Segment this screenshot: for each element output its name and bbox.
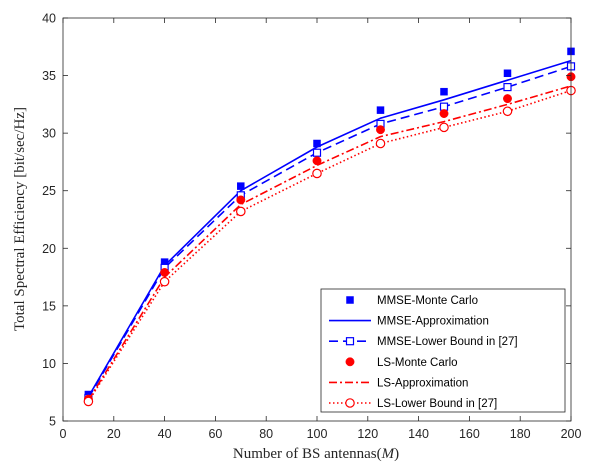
x-tick-label-3: 60: [208, 427, 222, 441]
x-tick-label-9: 180: [510, 427, 531, 441]
x-tick-label-4: 80: [259, 427, 273, 441]
data-point-3-3: [312, 156, 322, 166]
data-point-2-5: [439, 102, 449, 111]
legend-marker-5: [345, 398, 355, 408]
y-tick-label-0: 5: [49, 415, 56, 429]
legend-entry-1: MMSE-Approximation: [329, 316, 489, 328]
legend-marker-0: [346, 296, 354, 304]
x-tick-label-0: 0: [60, 427, 67, 441]
y-tick-label-2: 15: [42, 299, 56, 313]
data-point-2-6: [503, 82, 512, 92]
legend-marker-2: [345, 337, 355, 346]
data-point-0-5: [440, 87, 448, 96]
series-1: [87, 59, 572, 398]
x-tick-label-8: 160: [459, 427, 480, 441]
legend-marker-3: [345, 357, 355, 367]
data-point-3-2: [236, 195, 246, 205]
x-tick-label-2: 40: [158, 427, 172, 441]
series-line-1: [87, 59, 572, 398]
data-point-3-6: [503, 94, 512, 104]
x-tick-label-10: 200: [561, 427, 582, 441]
legend-label-3: LS-Monte Carlo: [377, 357, 458, 369]
series-line-4: [87, 85, 572, 401]
y-tick-label-7: 40: [42, 12, 56, 26]
data-point-0-2: [237, 182, 245, 190]
x-axis-title-text: Number of BS antennas(: [233, 446, 382, 462]
series-4: [87, 85, 572, 401]
legend-entry-3: LS-Monte Carlo: [345, 357, 458, 369]
series-layer: [83, 47, 576, 407]
x-tick-label-6: 120: [357, 427, 378, 441]
ticks-layer: 0 20 40 60 80 100 120 140 160 180 200 5 10 15 20 25 30 35…: [42, 12, 581, 442]
x-axis-title-close: ): [394, 446, 399, 462]
legend-entry-0: MMSE-Monte Carlo: [346, 295, 478, 307]
legend-label-0: MMSE-Monte Carlo: [377, 295, 478, 307]
x-axis-title: Number of BS antennas(M): [233, 446, 399, 462]
data-point-3-4: [376, 125, 385, 135]
x-tick-label-1: 20: [107, 427, 121, 441]
legend-box: [320, 288, 566, 413]
data-point-3-1: [160, 268, 170, 277]
y-tick-label-3: 20: [42, 242, 56, 256]
y-tick-label-5: 30: [42, 127, 56, 141]
legend-entry-2: MMSE-Lower Bound in [27]: [329, 336, 518, 348]
data-point-5-0: [83, 396, 94, 407]
data-point-0-6: [503, 69, 512, 78]
series-5: [83, 85, 576, 407]
data-point-2-3: [312, 148, 322, 157]
legend-label-4: LS-Approximation: [377, 377, 468, 389]
data-point-5-2: [236, 206, 246, 217]
x-tick-label-5: 100: [307, 427, 328, 441]
x-tick-label-7: 140: [408, 427, 429, 441]
legend-label-2: MMSE-Lower Bound in [27]: [377, 336, 518, 348]
series-line-5: [87, 89, 572, 402]
legend-label-5: LS-Lower Bound in [27]: [377, 398, 497, 410]
data-point-5-3: [312, 168, 322, 179]
y-tick-label-4: 25: [42, 184, 56, 198]
y-tick-label-1: 10: [42, 357, 56, 371]
legend-entry-5: LS-Lower Bound in [27]: [329, 398, 497, 410]
data-point-3-5: [439, 109, 449, 119]
data-point-0-4: [376, 106, 385, 114]
series-line-2: [87, 65, 572, 399]
data-point-5-1: [159, 276, 170, 287]
legend-label-1: MMSE-Approximation: [377, 316, 489, 328]
data-point-5-4: [375, 138, 386, 149]
legend-entry-4: LS-Approximation: [329, 377, 468, 389]
x-axis-title-variable: M: [381, 446, 396, 462]
data-point-5-5: [439, 122, 449, 133]
y-axis-title: Total Spectral Efficiency [bit/sec/Hz]: [12, 107, 28, 331]
data-point-5-6: [502, 106, 513, 117]
y-tick-label-6: 35: [42, 69, 56, 83]
legend: MMSE-Monte Carlo MMSE-Approximation MMSE-L…: [320, 288, 566, 413]
